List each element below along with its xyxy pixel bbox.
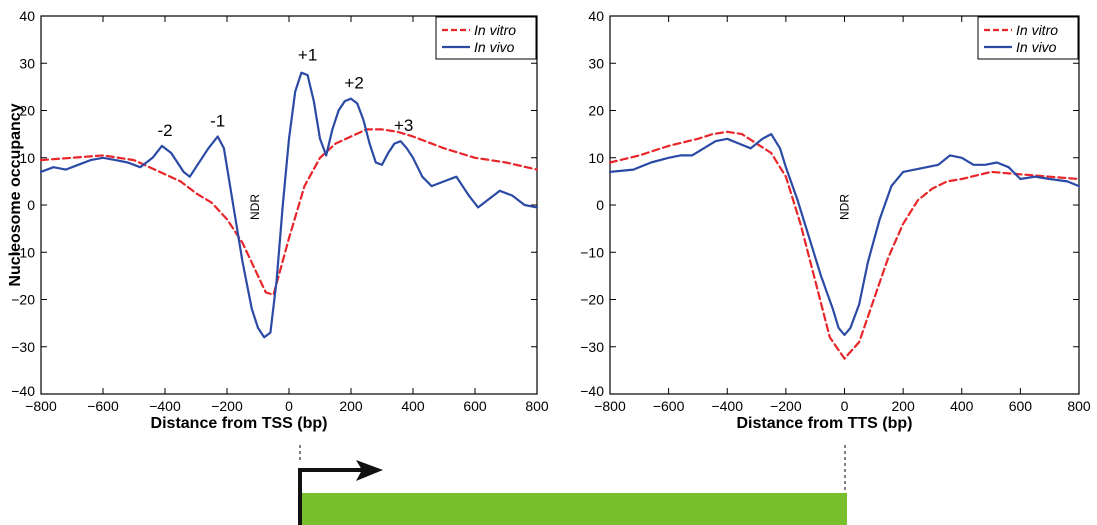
legend-label: In vitro <box>1016 22 1058 38</box>
y-tick-label: 0 <box>27 197 35 213</box>
y-tick-label: 20 <box>588 103 604 119</box>
x-tick-label: −800 <box>25 398 57 414</box>
x-tick-label: 400 <box>950 398 974 414</box>
y-tick-label: −10 <box>11 244 35 260</box>
series-line-in-vitro <box>608 130 1081 360</box>
x-tick-label: −600 <box>87 398 119 414</box>
x-tick-label: 600 <box>463 398 487 414</box>
annotation-ndr: NDR <box>838 194 852 220</box>
peak-label: +1 <box>298 45 317 64</box>
legend-label: In vivo <box>474 39 515 55</box>
x-tick-label: 200 <box>339 398 363 414</box>
peak-label: -2 <box>157 121 172 140</box>
y-tick-label: 10 <box>588 150 604 166</box>
y-tick-label: 20 <box>19 103 35 119</box>
annotation-ndr: NDR <box>248 194 262 220</box>
x-tick-label: −800 <box>594 398 626 414</box>
y-tick-label: 30 <box>588 55 604 71</box>
x-tick-label: −400 <box>149 398 181 414</box>
y-tick-label: −10 <box>580 244 604 260</box>
gene-body-bar <box>302 493 847 525</box>
x-axis-title: Distance from TTS (bp) <box>736 415 912 432</box>
y-tick-label: 40 <box>588 8 604 24</box>
legend-box <box>977 16 1079 60</box>
peak-label: -1 <box>210 111 225 130</box>
x-tick-label: 800 <box>1067 398 1091 414</box>
y-axis-title: Nucleosome occupancy <box>7 103 24 286</box>
y-tick-label: −30 <box>11 339 35 355</box>
legend-label: In vivo <box>1016 39 1057 55</box>
series-line-in-vivo <box>608 133 1081 336</box>
y-tick-label: 40 <box>19 8 35 24</box>
tss-arrow-head <box>356 460 383 481</box>
x-tick-label: 600 <box>1009 398 1033 414</box>
y-tick-label: 0 <box>596 197 604 213</box>
y-tick-label: 30 <box>19 55 35 71</box>
chart-panel-2: −800 −600 −400 −200 0 200 400 600 800 40 30 20 10 0 −1… <box>580 8 1091 432</box>
legend-box <box>435 16 537 60</box>
gene-diagram <box>298 445 847 525</box>
legend-label: In vitro <box>474 22 516 38</box>
x-tick-label: 200 <box>891 398 915 414</box>
plot-frame <box>40 15 538 395</box>
x-axis-title: Distance from TSS (bp) <box>151 415 328 432</box>
y-tick-label: 10 <box>19 150 35 166</box>
y-tick-label: −30 <box>580 339 604 355</box>
x-tick-label: −400 <box>711 398 743 414</box>
x-tick-label: −200 <box>211 398 243 414</box>
y-tick-label: −40 <box>11 383 35 399</box>
x-tick-label: 0 <box>285 398 293 414</box>
x-tick-label: −200 <box>770 398 802 414</box>
chart-panel-1: −800 −600 −400 −200 0 200 400 600 800 40 30 20 10 0 −1… <box>7 8 549 432</box>
tss-arrow-line <box>298 468 362 525</box>
peak-label: +2 <box>344 74 363 93</box>
y-tick-label: −20 <box>11 292 35 308</box>
y-tick-label: −20 <box>580 292 604 308</box>
x-tick-label: −600 <box>653 398 685 414</box>
x-tick-label: 0 <box>841 398 849 414</box>
x-tick-label: 400 <box>401 398 425 414</box>
y-tick-label: −40 <box>580 383 604 399</box>
plot-frame <box>609 15 1080 395</box>
x-tick-label: 800 <box>525 398 549 414</box>
peak-label: +3 <box>394 116 413 135</box>
series-line-in-vivo <box>39 71 539 339</box>
series-line-in-vitro <box>39 128 539 296</box>
